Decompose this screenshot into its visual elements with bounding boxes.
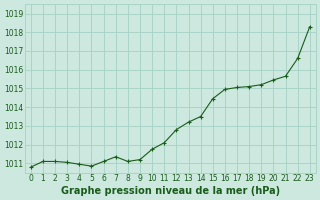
X-axis label: Graphe pression niveau de la mer (hPa): Graphe pression niveau de la mer (hPa)	[61, 186, 280, 196]
